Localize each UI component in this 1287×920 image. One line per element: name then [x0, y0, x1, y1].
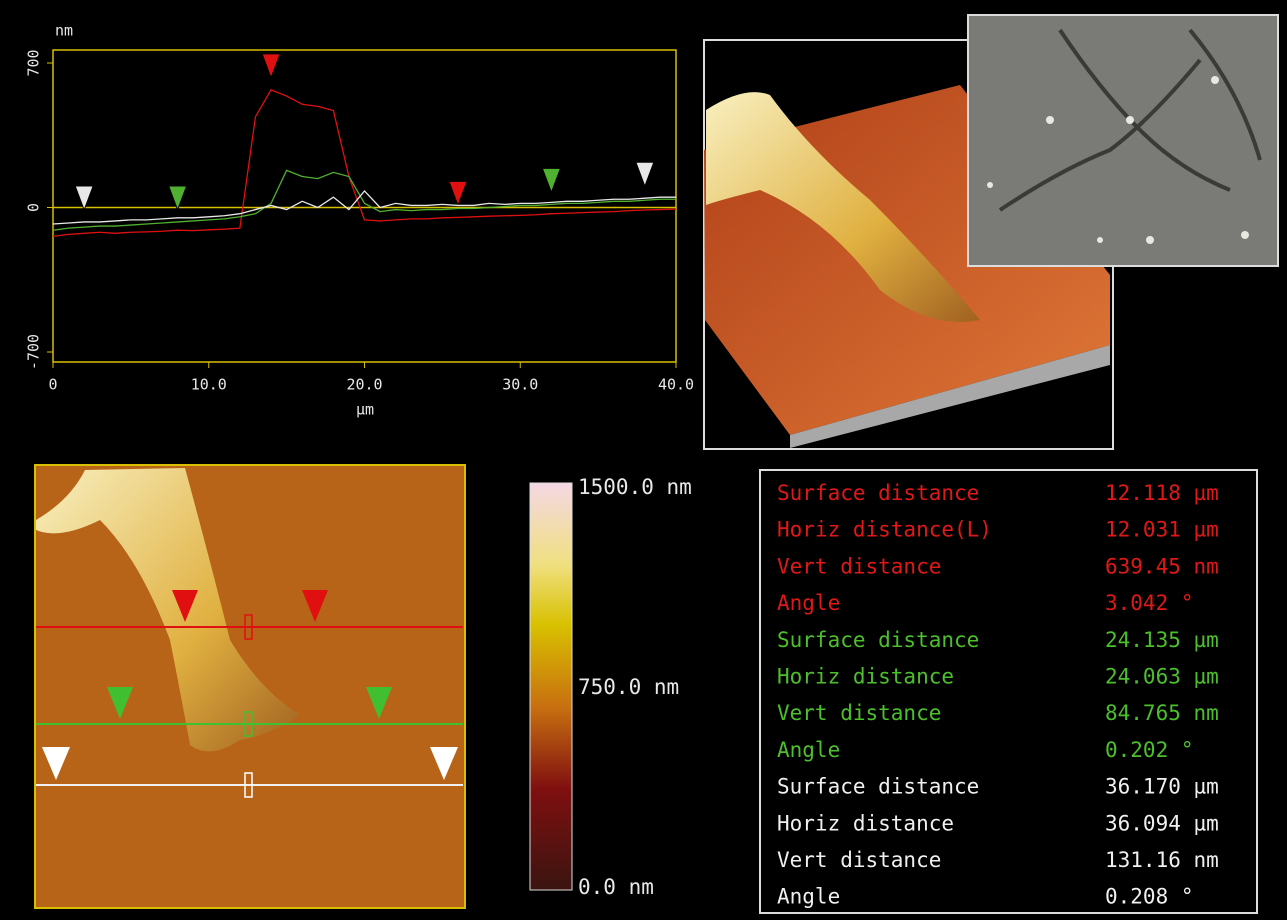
profile-line	[53, 170, 676, 230]
x-axis-label: µm	[356, 401, 374, 419]
cursor-marker	[636, 162, 654, 186]
cursor-marker	[169, 186, 187, 210]
x-tick-label: 0	[48, 376, 57, 394]
y-tick-label: -700	[25, 334, 43, 370]
cursor-marker	[262, 54, 280, 78]
measurement-table: Surface distance 12.118 µm Horiz distance(…	[760, 470, 1257, 913]
measure-label: Angle	[777, 591, 840, 615]
cursor-marker	[75, 186, 93, 210]
measure-value: 84.765 nm	[1105, 701, 1219, 725]
afm-topography	[35, 465, 465, 908]
y-tick-label: 0	[25, 203, 43, 212]
profile-chart: nm µm -700 0 700 0 10.0 20.0 30.0 40.0	[25, 22, 695, 419]
x-tick-label: 20.0	[346, 376, 382, 394]
cursor-marker	[449, 181, 467, 205]
color-scale: 1500.0 nm 750.0 nm 0.0 nm	[530, 475, 692, 899]
x-tick-label: 40.0	[658, 376, 694, 394]
x-tick-label: 10.0	[191, 376, 227, 394]
figure: nm µm -700 0 700 0 10.0 20.0 30.0 40.0 1500.0 n…	[0, 0, 1287, 920]
measure-value: 36.094 µm	[1105, 811, 1219, 835]
measure-label: Angle	[777, 738, 840, 762]
measure-label: Horiz distance	[777, 665, 954, 689]
measure-value: 131.16 nm	[1105, 848, 1219, 872]
measure-label: Surface distance	[777, 775, 979, 799]
plot-frame	[53, 50, 676, 362]
cursor-marker	[542, 168, 560, 192]
measure-value: 24.135 µm	[1105, 628, 1219, 652]
measure-label: Vert distance	[777, 848, 941, 872]
measure-value: 12.031 µm	[1105, 518, 1219, 542]
optical-micrograph	[968, 15, 1278, 266]
y-axis-label: nm	[55, 22, 73, 40]
measure-label: Horiz distance(L)	[777, 518, 992, 542]
scale-label: 0.0 nm	[578, 875, 654, 899]
measure-value: 639.45 nm	[1105, 554, 1219, 578]
measure-label: Surface distance	[777, 481, 979, 505]
y-tick-label: 700	[25, 49, 43, 76]
measure-label: Horiz distance	[777, 811, 954, 835]
measure-value: 24.063 µm	[1105, 665, 1219, 689]
measure-label: Vert distance	[777, 554, 941, 578]
profile-line	[53, 90, 676, 237]
measure-value: 3.042 °	[1105, 591, 1194, 615]
x-tick-label: 30.0	[502, 376, 538, 394]
measure-label: Vert distance	[777, 701, 941, 725]
scale-label: 750.0 nm	[578, 675, 679, 699]
scale-label: 1500.0 nm	[578, 475, 692, 499]
measure-label: Surface distance	[777, 628, 979, 652]
measure-value: 0.208 °	[1105, 885, 1194, 909]
measure-value: 0.202 °	[1105, 738, 1194, 762]
measure-label: Angle	[777, 885, 840, 909]
measure-value: 36.170 µm	[1105, 775, 1219, 799]
measure-value: 12.118 µm	[1105, 481, 1219, 505]
